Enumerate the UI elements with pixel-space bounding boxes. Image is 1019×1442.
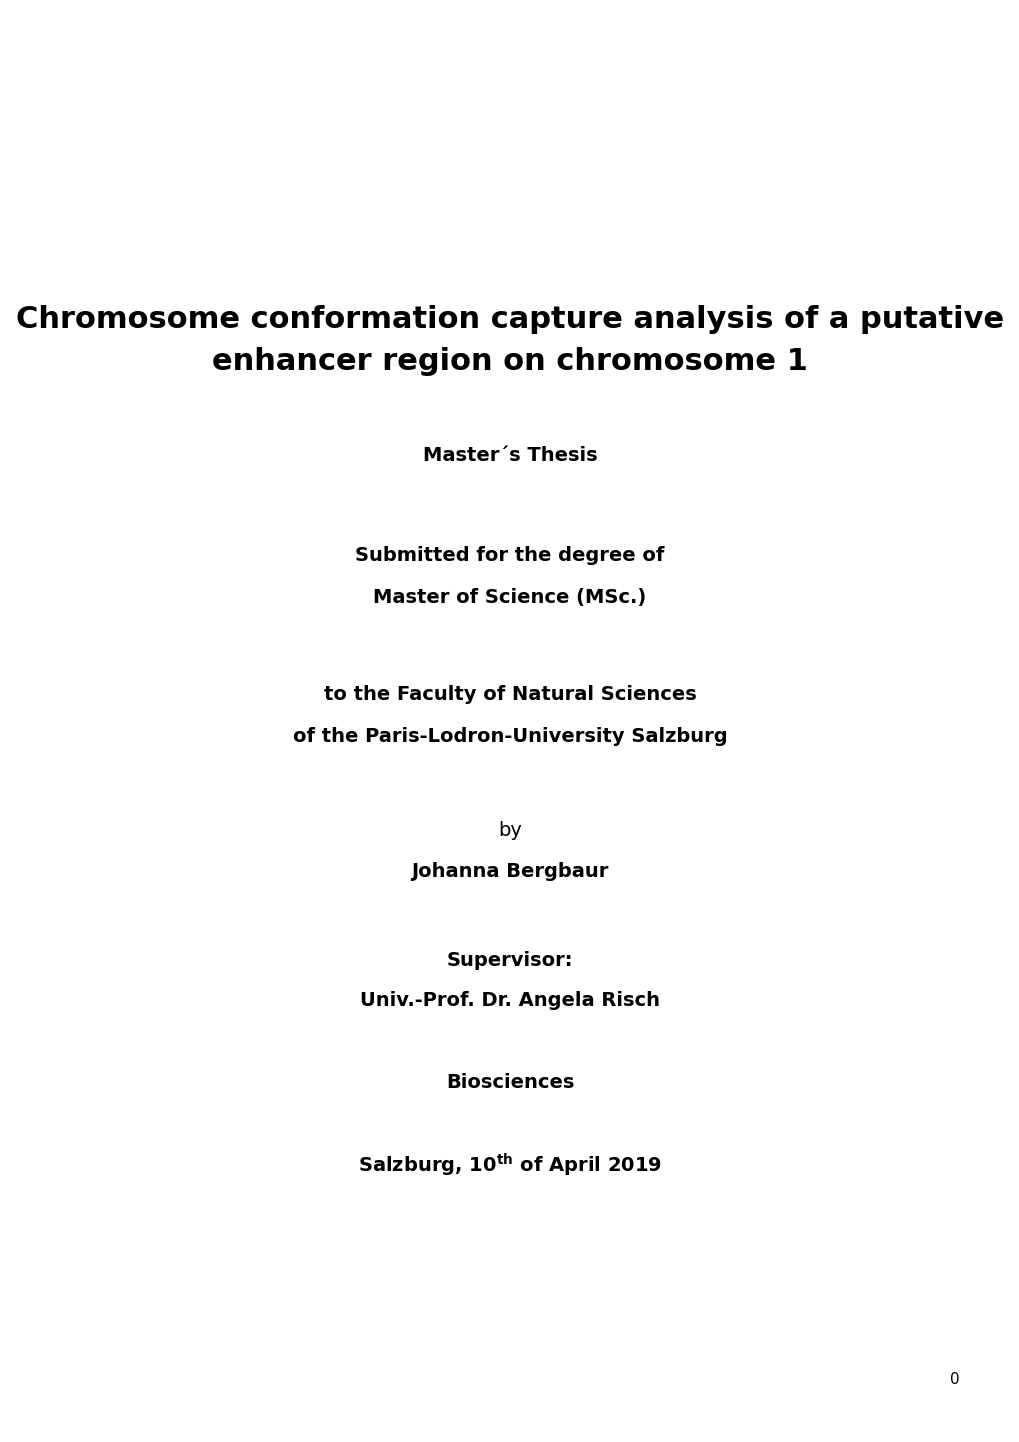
Text: of the Paris-Lodron-University Salzburg: of the Paris-Lodron-University Salzburg [292, 728, 727, 747]
Text: Master of Science (MSc.): Master of Science (MSc.) [373, 587, 646, 607]
Text: Supervisor:: Supervisor: [446, 950, 573, 969]
Text: Salzburg, 10$^{\mathbf{th}}$ of April 2019: Salzburg, 10$^{\mathbf{th}}$ of April 20… [358, 1151, 661, 1178]
Text: Master´s Thesis: Master´s Thesis [422, 446, 597, 464]
Text: to the Faculty of Natural Sciences: to the Faculty of Natural Sciences [323, 685, 696, 705]
Text: Chromosome conformation capture analysis of a putative: Chromosome conformation capture analysis… [16, 306, 1003, 335]
Text: by: by [497, 820, 522, 839]
Text: Submitted for the degree of: Submitted for the degree of [355, 545, 664, 564]
Text: Johanna Bergbaur: Johanna Bergbaur [411, 862, 608, 881]
Text: Univ.-Prof. Dr. Angela Risch: Univ.-Prof. Dr. Angela Risch [360, 991, 659, 1009]
Text: enhancer region on chromosome 1: enhancer region on chromosome 1 [212, 348, 807, 376]
Text: Biosciences: Biosciences [445, 1073, 574, 1092]
Text: 0: 0 [950, 1373, 959, 1387]
